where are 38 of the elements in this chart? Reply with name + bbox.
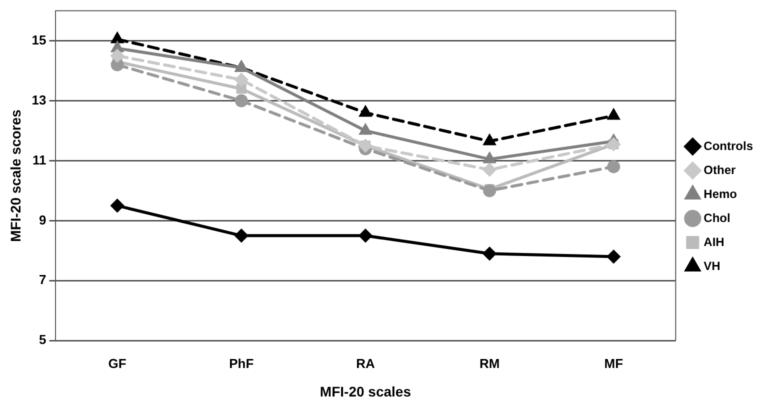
legend-label: Chol [704, 210, 730, 225]
legend-label: AIH [704, 234, 724, 249]
x-tick-label: RA [356, 356, 376, 371]
y-tick-label: 11 [32, 152, 46, 168]
y-tick-label: 13 [32, 92, 46, 108]
x-tick-label: GF [108, 356, 126, 371]
y-tick-label: 15 [32, 32, 46, 48]
point [358, 229, 372, 242]
y-axis-title: MFI-20 scale scores [7, 109, 24, 242]
point [110, 199, 124, 212]
point [607, 250, 620, 264]
y-tick-label: 5 [39, 332, 46, 348]
point [234, 94, 248, 108]
x-axis-title: MFI-20 scales [320, 383, 412, 400]
legend-label: VH [704, 258, 720, 273]
x-tick-label: RM [479, 356, 500, 371]
y-tick-label: 9 [39, 212, 46, 228]
point [483, 184, 496, 198]
point [234, 229, 248, 242]
point [360, 124, 372, 135]
x-tick-label: MF [604, 356, 624, 371]
legend-label: Controls [704, 138, 754, 153]
point [360, 106, 372, 117]
point [484, 152, 496, 164]
y-tick-label: 7 [39, 272, 46, 288]
point [110, 49, 124, 62]
x-tick-label: PhF [229, 356, 254, 371]
point [111, 42, 124, 52]
point [111, 32, 124, 44]
legend-label: Other [704, 162, 736, 177]
point [110, 58, 124, 72]
point [608, 109, 620, 120]
point [234, 73, 248, 86]
point [607, 160, 620, 174]
point [484, 134, 496, 146]
legend-label: Hemo [704, 186, 738, 201]
point [483, 163, 496, 176]
point [483, 247, 496, 260]
